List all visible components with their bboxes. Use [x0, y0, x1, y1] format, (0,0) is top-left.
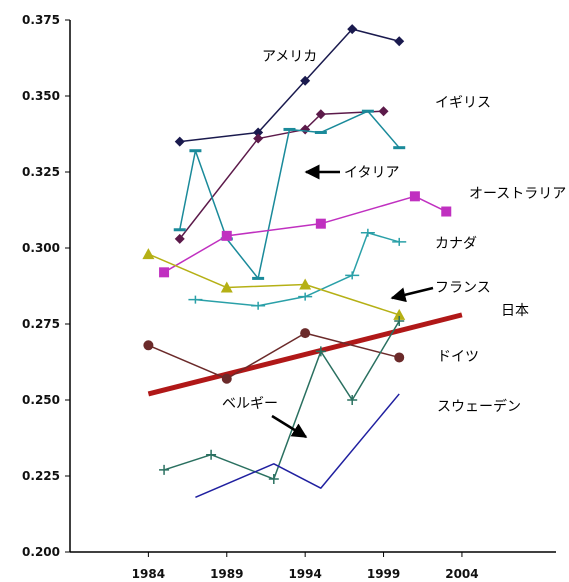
series-australia-marker — [159, 267, 170, 278]
y-tick-label: 0.225 — [22, 469, 60, 483]
series-sweden-line — [195, 393, 400, 498]
series-belgium-marker — [268, 474, 279, 485]
series-canada-marker — [188, 295, 203, 304]
x-tick-label: 1994 — [288, 567, 321, 581]
y-tick-label: 0.350 — [22, 89, 60, 103]
series-usa — [174, 24, 405, 147]
x-tick-label: 2004 — [445, 567, 478, 581]
label-france: フランス — [435, 280, 491, 296]
series-canada-marker — [345, 271, 360, 280]
series-australia-line — [163, 195, 447, 273]
label-belgium-arrow — [271, 414, 308, 439]
label-germany: ドイツ — [437, 349, 479, 365]
series-france-line — [148, 253, 400, 316]
series-uk-marker — [315, 109, 326, 120]
series-uk-marker — [253, 133, 264, 144]
y-tick-label: 0.275 — [22, 317, 60, 331]
series-japan-line — [147, 312, 463, 397]
series-germany-marker — [394, 352, 405, 363]
series-usa-marker — [347, 24, 358, 35]
series-france — [142, 248, 406, 320]
series-france-marker — [220, 281, 233, 293]
series-france-marker — [142, 248, 155, 260]
series-australia-marker — [441, 206, 452, 217]
series-australia-marker — [409, 191, 420, 202]
series-group — [142, 24, 463, 498]
series-belgium-line — [163, 320, 400, 480]
axes: 0.200 0.225 0.250 0.275 0.300 0.325 0.350 0.375… — [22, 13, 556, 581]
series-uk — [174, 106, 389, 244]
series-australia-marker — [221, 230, 232, 241]
label-italy: イタリア — [344, 165, 399, 181]
series-belgium-marker — [206, 449, 217, 460]
series-australia — [159, 191, 452, 278]
series-belgium-marker — [159, 464, 170, 475]
series-usa-line — [179, 28, 400, 143]
label-usa: アメリカ — [262, 49, 317, 65]
series-france-marker — [299, 278, 312, 290]
series-belgium-marker — [394, 315, 405, 326]
x-tick-label: 1999 — [367, 567, 400, 581]
series-usa-marker — [394, 36, 405, 47]
series-japan — [147, 312, 463, 397]
series-australia-marker — [315, 218, 326, 229]
series-canada-line — [195, 232, 400, 307]
series-uk-marker — [378, 106, 389, 117]
series-germany-line — [148, 332, 400, 380]
series-germany-marker — [221, 373, 232, 384]
series-sweden — [195, 393, 400, 498]
series-belgium-marker — [347, 395, 358, 405]
series-belgium — [159, 315, 405, 485]
x-tick-label: 1984 — [132, 567, 165, 581]
series-italy — [173, 109, 406, 280]
label-sweden: スウェーデン — [437, 398, 521, 415]
label-france-arrow — [390, 286, 434, 303]
series-canada-marker — [251, 301, 266, 310]
label-canada: カナダ — [435, 236, 477, 252]
series-belgium-marker — [315, 346, 326, 357]
label-japan: 日本 — [501, 303, 529, 319]
series-germany-marker — [143, 340, 154, 351]
series-germany — [143, 328, 405, 384]
y-tick-label: 0.325 — [22, 165, 60, 179]
series-italy-line — [179, 110, 400, 280]
x-tick-label: 1989 — [210, 567, 243, 581]
y-tick-label: 0.375 — [22, 13, 60, 27]
series-canada-marker — [392, 237, 407, 246]
series-usa-marker — [253, 127, 264, 138]
label-uk: イギリス — [435, 95, 491, 111]
series-uk-marker — [174, 233, 185, 244]
series-canada-marker — [298, 292, 313, 301]
series-canada-marker — [360, 228, 375, 237]
y-tick-label: 0.250 — [22, 393, 60, 407]
y-tick-label: 0.300 — [22, 241, 60, 255]
series-usa-marker — [300, 75, 311, 86]
series-canada — [188, 228, 407, 310]
y-tick-label: 0.200 — [22, 545, 60, 559]
label-australia: オーストラリア — [469, 186, 566, 202]
series-usa-marker — [174, 136, 185, 147]
label-belgium: ベルギー — [222, 396, 278, 412]
series-france-marker — [393, 308, 406, 320]
series-germany-marker — [300, 328, 311, 339]
